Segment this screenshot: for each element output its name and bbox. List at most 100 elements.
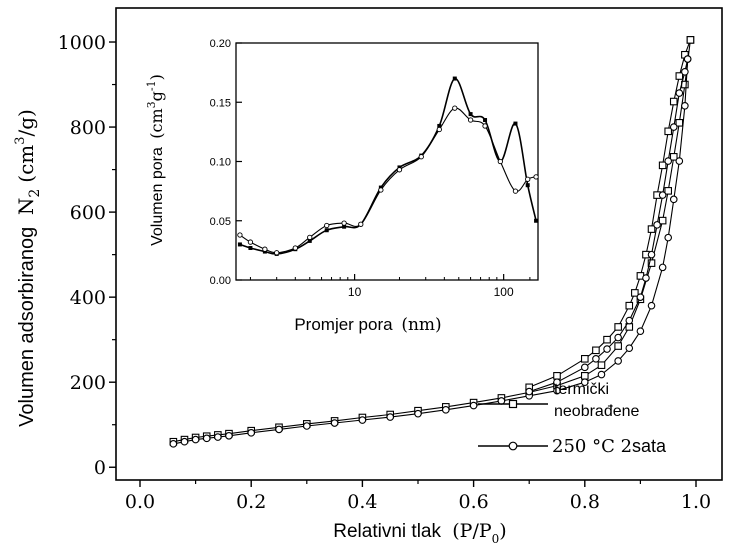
- inset-series-0-point: [248, 246, 253, 251]
- inset-series-1-point: [358, 221, 364, 227]
- main-series-1-adsorption-point: [441, 406, 450, 414]
- main-series-1-desorption-point: [647, 250, 656, 259]
- main-x-tick-label: 0.6: [458, 491, 488, 513]
- inset-series-1-point: [418, 154, 424, 160]
- main-series-1-adsorption-point: [681, 102, 689, 110]
- main-series-1-adsorption-point: [386, 413, 395, 421]
- main-series-1-adsorption-point: [658, 263, 667, 272]
- inset-series-0-point: [525, 183, 530, 188]
- main-series-1-adsorption-point: [225, 431, 233, 440]
- main-series-1-adsorption-point: [647, 301, 656, 310]
- main-series-0-desorption-point: [631, 289, 639, 297]
- main-series-0-desorption-point: [669, 97, 678, 106]
- inset-series-1-point: [324, 222, 330, 229]
- main-series-0-desorption-point: [647, 225, 656, 233]
- inset-y-tick-label: 0.05: [210, 216, 231, 228]
- inset-series-1-point: [436, 126, 442, 133]
- main-series-1-adsorption-point: [275, 425, 283, 434]
- inset-series-0-point: [437, 123, 442, 128]
- main-series-0-adsorption-point: [675, 119, 684, 127]
- main-series-1-desorption-point: [603, 345, 611, 353]
- main-plot-frame: [115, 7, 723, 481]
- main-series-0-desorption-line: [528, 39, 691, 388]
- main-series-0-desorption-point: [686, 36, 695, 44]
- main-series-1-adsorption-point: [675, 157, 684, 165]
- main-series-1-desorption-point: [525, 387, 534, 396]
- main-series-1-desorption-point: [553, 378, 561, 386]
- main-series-1-desorption-point: [675, 89, 684, 97]
- main-series-1-desorption-point: [669, 123, 678, 131]
- main-series-1-adsorption-point: [214, 433, 222, 441]
- main-series-1-adsorption-point: [414, 409, 422, 418]
- main-series-1-desorption-point: [653, 221, 661, 229]
- inset-series-0-point: [483, 118, 488, 123]
- inset-y-tick-label: 0.10: [210, 157, 231, 169]
- inset-series-clip: [237, 76, 538, 256]
- inset-series-0-point: [468, 112, 473, 117]
- main-series-1-desorption-point: [664, 157, 673, 165]
- inset-series-0-point: [513, 121, 518, 126]
- main-series-1-adsorption-point: [191, 435, 200, 444]
- inset-tick-labels: 10 100 0.00 0.05 0.10 0.15 0.20: [210, 38, 514, 299]
- inset-series-1-point: [396, 167, 403, 173]
- inset-series-1-point: [467, 117, 474, 123]
- inset-series-1-point: [378, 187, 384, 193]
- inset-series-0-point: [452, 76, 457, 81]
- inset-series-1-point: [533, 174, 538, 180]
- main-y-tick-label: 400: [70, 287, 106, 309]
- legend-label-untreated: termički neobrađene: [554, 381, 640, 420]
- main-x-label: Relativni tlak (P/P0): [333, 520, 506, 546]
- legend: termički neobrađene 250 °C 2sata: [478, 381, 667, 457]
- inset-series-1-point: [482, 123, 488, 129]
- main-y-tick-label: 0: [94, 457, 106, 479]
- main-x-tick-label: 0.8: [570, 491, 600, 513]
- main-series-1-desorption-point: [592, 355, 600, 363]
- inset-y-tick-label: 0.15: [210, 97, 231, 109]
- main-series-1-adsorption-point: [580, 378, 589, 386]
- main-axes: [109, 7, 723, 487]
- inset-x-label: Promjer pora (nm): [294, 315, 441, 335]
- inset-y-label: Volumen pora (cm3g-1): [145, 74, 166, 246]
- inset-x-tick-label: 100: [494, 285, 514, 299]
- inset-series-0-point: [237, 242, 242, 247]
- main-series-1-adsorption-point: [669, 195, 678, 204]
- main-series-0-desorption-point: [625, 301, 634, 310]
- main-series-1-adsorption-point: [330, 419, 339, 427]
- main-series-0-desorption-point: [658, 161, 667, 170]
- main-y-tick-label: 200: [70, 372, 106, 394]
- main-y-tick-label: 1000: [58, 32, 106, 54]
- inset-series-0-point: [534, 218, 538, 223]
- main-series-1-adsorption-point: [614, 357, 622, 365]
- legend-label-untreated-line1: termički: [554, 381, 609, 398]
- main-series-0-desorption-point: [580, 355, 589, 363]
- inset-series-0-point: [342, 224, 347, 229]
- inset-series-0-point: [324, 228, 329, 233]
- main-series-0-adsorption-point: [664, 187, 673, 195]
- main-series-layer: [169, 36, 695, 448]
- main-y-tick-label: 600: [70, 202, 106, 224]
- legend-label-250c: 250 °C 2sata: [552, 436, 667, 457]
- legend-label-250c-suffix: sata: [632, 436, 667, 456]
- inset-series-1-point: [512, 188, 519, 194]
- main-x-tick-label: 1.0: [681, 491, 711, 513]
- main-series-1-adsorption-point: [302, 422, 311, 430]
- main-series-0-adsorption-point: [669, 153, 678, 161]
- main-series-1-desorption-point: [681, 67, 689, 76]
- main-series-0-desorption-point: [603, 335, 611, 344]
- inset-plot-frame: [235, 42, 539, 281]
- inset-series-0-point: [307, 238, 312, 243]
- main-series-1-adsorption-point: [180, 437, 189, 446]
- main-series-1-desorption-point: [614, 333, 622, 342]
- main-series-1-adsorption-point: [358, 416, 367, 424]
- main-x-tick-label: 0.0: [125, 491, 155, 513]
- main-x-tick-label: 0.2: [236, 491, 266, 513]
- main-series-1-adsorption-point: [664, 233, 673, 242]
- main-series-0-desorption-point: [592, 346, 600, 355]
- legend-marker-circle: [508, 441, 518, 451]
- main-series-1-adsorption-point: [469, 401, 478, 410]
- main-series-1-desorption-point: [580, 363, 589, 372]
- main-series-1-desorption-point: [642, 274, 650, 282]
- main-series-0-desorption-point: [553, 372, 561, 380]
- main-series-0-desorption-point: [664, 127, 673, 136]
